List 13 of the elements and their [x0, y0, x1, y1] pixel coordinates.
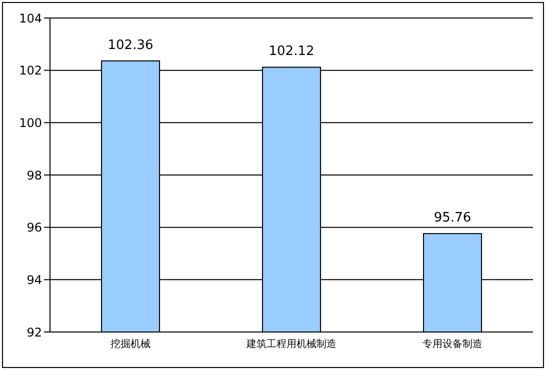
y-tick-label: 94	[26, 272, 42, 287]
y-tick-label: 100	[19, 116, 42, 130]
data-label: 102.36	[108, 38, 154, 53]
x-tick-label: 建筑工程用机械制造	[246, 338, 336, 350]
y-tick-label: 98	[26, 168, 42, 182]
data-label: 95.76	[434, 210, 472, 226]
x-tick-label: 挖掘机械	[110, 338, 150, 350]
y-tick-label: 96	[26, 220, 42, 235]
y-tick-label: 104	[19, 11, 42, 26]
data-label: 102.12	[268, 44, 314, 60]
y-tick-label: 92	[26, 325, 42, 340]
y-tick-label: 102	[19, 64, 42, 78]
x-tick-label: 专用设备制造	[422, 338, 482, 350]
